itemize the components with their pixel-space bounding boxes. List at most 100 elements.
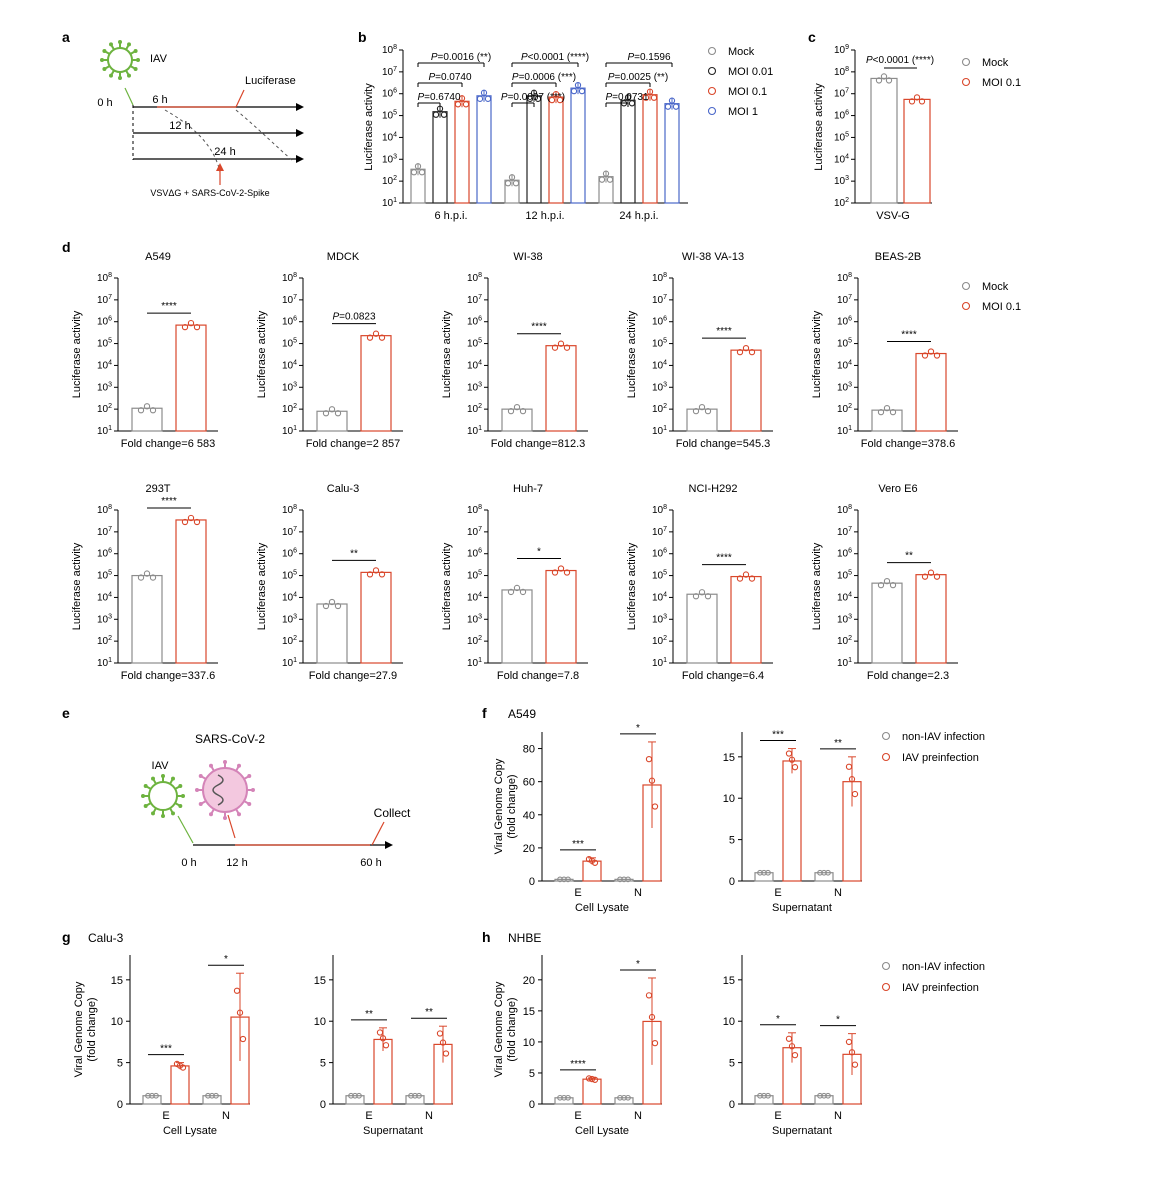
bar-iav xyxy=(170,1065,190,1105)
legend-label: MOI 0.1 xyxy=(982,77,1021,89)
subplot-title: Calu-3 xyxy=(327,483,359,495)
y-axis-label: Viral Genome Copy xyxy=(73,981,85,1077)
data-point xyxy=(149,407,157,414)
x-category-label: E xyxy=(774,1110,781,1122)
data-point xyxy=(908,98,916,105)
y-tick-label: 104 xyxy=(382,131,397,143)
data-point xyxy=(556,96,564,104)
data-point xyxy=(176,1062,184,1069)
virus-spike-tip xyxy=(127,42,131,47)
bar-moi xyxy=(360,571,392,664)
bar-mock xyxy=(316,410,348,432)
y-tick-label: 104 xyxy=(652,591,667,603)
y-tick-label: 103 xyxy=(282,613,297,625)
y-tick-label: 105 xyxy=(837,570,852,582)
y-tick-label: 105 xyxy=(97,338,112,350)
bar-control xyxy=(345,1095,365,1105)
virus-spike-tip xyxy=(133,49,138,53)
data-point xyxy=(209,1092,215,1099)
y-tick-label: 107 xyxy=(652,294,667,306)
virus-spike-tip xyxy=(171,776,175,781)
y-tick-label: 0 xyxy=(117,1099,123,1111)
data-point xyxy=(645,992,653,999)
fold-change-label: Fold change=378.6 xyxy=(861,438,956,450)
legend-marker xyxy=(881,752,891,762)
legend-marker xyxy=(961,57,971,67)
significance-label: *** xyxy=(772,730,784,741)
y-tick-label: 101 xyxy=(467,657,482,669)
bar-moi xyxy=(175,519,207,664)
y-axis-label: Luciferase activity xyxy=(256,310,268,398)
y-tick-label: 108 xyxy=(282,272,297,284)
virus-spike-tip xyxy=(198,774,203,778)
virus-spike-tip xyxy=(109,73,113,78)
subplot-title: WI-38 xyxy=(513,251,542,263)
data-point xyxy=(788,756,796,763)
y-axis-label: Luciferase activity xyxy=(811,542,823,630)
collect-arrow xyxy=(371,821,385,846)
bar-moi-1 xyxy=(570,87,586,204)
y-tick-label: 60 xyxy=(523,777,535,789)
y-tick-label: 104 xyxy=(837,591,852,603)
y-tick-label: 10 xyxy=(723,1016,735,1028)
x-axis-label: Supernatant xyxy=(363,1125,423,1137)
data-point xyxy=(889,408,897,416)
data-point xyxy=(817,1092,823,1099)
panel-letter-f: f xyxy=(482,705,487,721)
fold-change-label: Fold change=6 583 xyxy=(121,438,216,450)
y-tick-label: 102 xyxy=(467,635,482,647)
data-point xyxy=(187,319,195,327)
bar-moi-1 xyxy=(664,103,680,204)
bar-iav xyxy=(582,1078,602,1105)
panel-letter-a: a xyxy=(62,29,70,45)
bar-control xyxy=(202,1095,222,1105)
y-tick-label: 103 xyxy=(652,381,667,393)
data-point xyxy=(918,98,926,105)
y-tick-label: 10 xyxy=(111,1016,123,1028)
significance-label: P<0.0001 (****) xyxy=(521,52,589,63)
y-axis-label: Luciferase activity xyxy=(626,310,638,398)
data-point xyxy=(625,1094,631,1101)
y-tick-label: 102 xyxy=(467,403,482,415)
y-tick-label: 105 xyxy=(652,338,667,350)
data-point xyxy=(372,330,380,337)
virus-spike-tip xyxy=(133,67,138,71)
timeline-arrow-head xyxy=(296,129,304,137)
virus-spike-tip xyxy=(195,788,199,792)
data-point xyxy=(761,869,767,876)
bar-moi xyxy=(175,324,207,432)
data-point xyxy=(785,750,793,757)
sars-cov-2-label: SARS-CoV-2 xyxy=(195,732,265,746)
y-tick-label: 103 xyxy=(382,153,397,165)
y-tick-label: 102 xyxy=(837,635,852,647)
data-point xyxy=(848,776,856,783)
legend-marker xyxy=(707,106,717,116)
y-axis-label: Luciferase activity xyxy=(813,83,825,171)
virus-spike-tip xyxy=(102,67,107,71)
data-point xyxy=(432,111,440,118)
data-point xyxy=(645,756,653,763)
data-point xyxy=(513,584,521,592)
data-point xyxy=(591,1076,599,1083)
significance-label: P=0.1596 xyxy=(627,52,671,63)
iav-virus-icon xyxy=(141,774,185,818)
data-point xyxy=(557,1094,563,1101)
data-point xyxy=(416,1092,422,1099)
fold-change-label: Fold change=7.8 xyxy=(497,670,579,682)
bar-moi-0.1 xyxy=(642,94,658,204)
data-point xyxy=(889,582,897,589)
data-point xyxy=(507,588,515,596)
data-point xyxy=(181,518,189,526)
data-point xyxy=(757,869,763,876)
y-tick-label: 101 xyxy=(652,657,667,669)
data-point xyxy=(557,876,563,883)
y-tick-label: 101 xyxy=(837,657,852,669)
bar-moi-0.01 xyxy=(432,111,448,204)
data-point xyxy=(561,1094,567,1101)
bar-mock xyxy=(316,603,348,664)
y-tick-label: 105 xyxy=(382,110,397,122)
x-category-label: N xyxy=(634,1110,642,1122)
bar-control xyxy=(554,1097,574,1105)
fold-change-label: Fold change=6.4 xyxy=(682,670,764,682)
y-tick-label: 5 xyxy=(729,835,735,847)
